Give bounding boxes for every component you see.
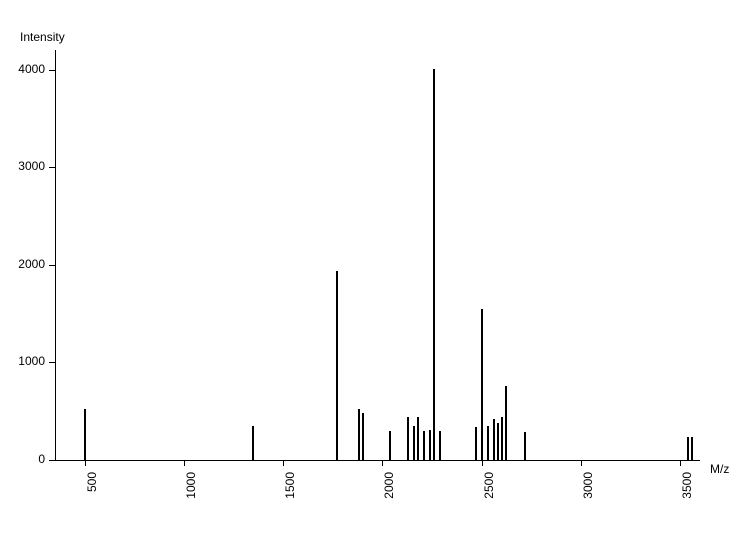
- y-tick: [49, 362, 55, 363]
- x-tick-label: 3500: [680, 472, 694, 522]
- mass-spectrum-chart: Intensity M/z 0 1000 2000 3000 4000 500 1000 15…: [0, 0, 750, 540]
- y-tick: [49, 167, 55, 168]
- x-tick: [85, 460, 86, 466]
- spectrum-peak: [389, 431, 391, 460]
- y-tick-label: 1000: [0, 354, 45, 368]
- spectrum-peak: [687, 437, 689, 460]
- spectrum-peak: [423, 431, 425, 460]
- x-tick: [283, 460, 284, 466]
- x-tick: [382, 460, 383, 466]
- spectrum-peak: [358, 409, 360, 460]
- spectrum-peak: [524, 432, 526, 460]
- x-tick-label: 2000: [382, 472, 396, 522]
- x-tick: [581, 460, 582, 466]
- spectrum-peak: [417, 417, 419, 460]
- y-tick-label: 2000: [0, 257, 45, 271]
- x-tick: [482, 460, 483, 466]
- x-axis-line: [55, 460, 700, 461]
- spectrum-peak: [84, 409, 86, 460]
- spectrum-peak: [691, 437, 693, 460]
- x-tick-label: 2500: [482, 472, 496, 522]
- plot-area: [55, 50, 700, 460]
- spectrum-peak: [493, 419, 495, 460]
- y-tick: [49, 460, 55, 461]
- x-tick-label: 1000: [184, 472, 198, 522]
- spectrum-peak: [413, 426, 415, 460]
- spectrum-peak: [433, 69, 435, 460]
- y-tick-label: 0: [0, 452, 45, 466]
- y-tick: [49, 70, 55, 71]
- spectrum-peak: [475, 427, 477, 460]
- spectrum-peak: [487, 426, 489, 460]
- spectrum-peak: [252, 426, 254, 460]
- spectrum-peak: [362, 413, 364, 460]
- y-tick-label: 4000: [0, 62, 45, 76]
- spectrum-peak: [336, 271, 338, 460]
- y-tick: [49, 265, 55, 266]
- x-tick: [680, 460, 681, 466]
- spectrum-peak: [505, 386, 507, 460]
- y-tick-label: 3000: [0, 159, 45, 173]
- y-axis-label: Intensity: [20, 30, 65, 44]
- spectrum-peak: [429, 430, 431, 460]
- x-axis-label: M/z: [710, 462, 729, 476]
- x-tick-label: 500: [85, 472, 99, 522]
- x-tick: [184, 460, 185, 466]
- spectrum-peak: [407, 417, 409, 460]
- x-tick-label: 1500: [283, 472, 297, 522]
- y-axis-line: [55, 50, 56, 460]
- spectrum-peak: [497, 423, 499, 460]
- x-tick-label: 3000: [581, 472, 595, 522]
- spectrum-peak: [439, 431, 441, 460]
- spectrum-peak: [501, 417, 503, 460]
- spectrum-peak: [481, 309, 483, 460]
